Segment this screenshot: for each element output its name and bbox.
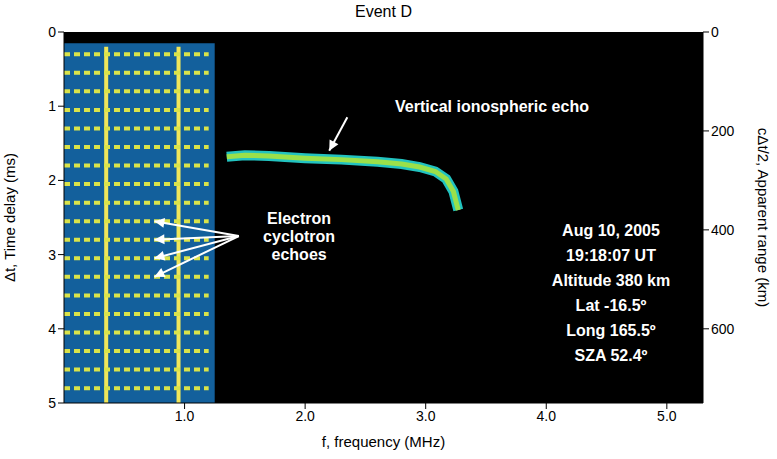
svg-text:cΔt/2, Apparent range (km): cΔt/2, Apparent range (km) xyxy=(755,128,772,307)
svg-text:4: 4 xyxy=(48,321,56,337)
html-text:SZA 52.4º: SZA 52.4º xyxy=(574,346,648,364)
html-text:Event D: Event D xyxy=(355,3,412,20)
svg-text:1: 1 xyxy=(48,98,56,114)
html-text:19:18:07 UT: 19:18:07 UT xyxy=(566,246,656,264)
html-text:Aug 10, 2005: Aug 10, 2005 xyxy=(562,221,660,239)
svg-text:3.0: 3.0 xyxy=(416,408,436,424)
svg-text:5: 5 xyxy=(48,395,56,411)
svg-text:Δt, Time delay (ms): Δt, Time delay (ms) xyxy=(1,153,18,282)
svg-text:0: 0 xyxy=(711,24,719,40)
svg-text:2: 2 xyxy=(48,172,56,188)
svg-text:Electroncyclotronechoes: Electroncyclotronechoes xyxy=(263,210,335,263)
html-text:Altitude 380 km: Altitude 380 km xyxy=(551,271,671,289)
svg-text:5.0: 5.0 xyxy=(657,408,677,424)
svg-text:3: 3 xyxy=(48,247,56,263)
svg-text:400: 400 xyxy=(711,222,735,238)
html-text:Lat -16.5º: Lat -16.5º xyxy=(575,296,647,314)
svg-text:0: 0 xyxy=(48,24,56,40)
svg-text:2.0: 2.0 xyxy=(295,408,315,424)
svg-text:200: 200 xyxy=(711,123,735,139)
svg-text:4.0: 4.0 xyxy=(537,408,557,424)
svg-text:600: 600 xyxy=(711,321,735,337)
svg-text:f, frequency (MHz): f, frequency (MHz) xyxy=(322,433,445,450)
html-text:Long 165.5º: Long 165.5º xyxy=(566,321,656,339)
svg-text:1.0: 1.0 xyxy=(175,408,195,424)
svg-text:Vertical ionospheric echo: Vertical ionospheric echo xyxy=(395,98,589,115)
